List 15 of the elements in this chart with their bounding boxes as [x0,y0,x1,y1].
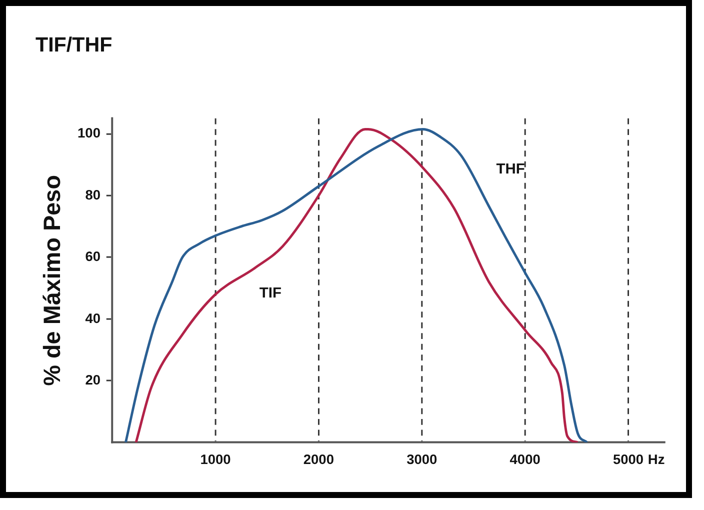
y-axis-title: % de Máximo Peso [39,175,66,386]
chart-title: TIF/THF [35,33,112,56]
series-label: THF [496,161,525,178]
y-tick-label: 60 [85,249,101,264]
series-label: TIF [259,286,282,302]
y-tick-label: 100 [78,126,101,141]
y-tick-label: 40 [85,310,101,326]
y-tick-label: 80 [85,187,101,202]
y-tick-label: 20 [85,372,101,388]
x-tick-label: 4000 [510,452,541,468]
x-tick-label: 3000 [406,452,438,468]
x-tick-label: 5000 [612,452,644,468]
x-tick-label: 1000 [200,452,232,468]
x-axis-title: Hz [648,452,665,467]
x-tick-label: 2000 [303,452,334,468]
